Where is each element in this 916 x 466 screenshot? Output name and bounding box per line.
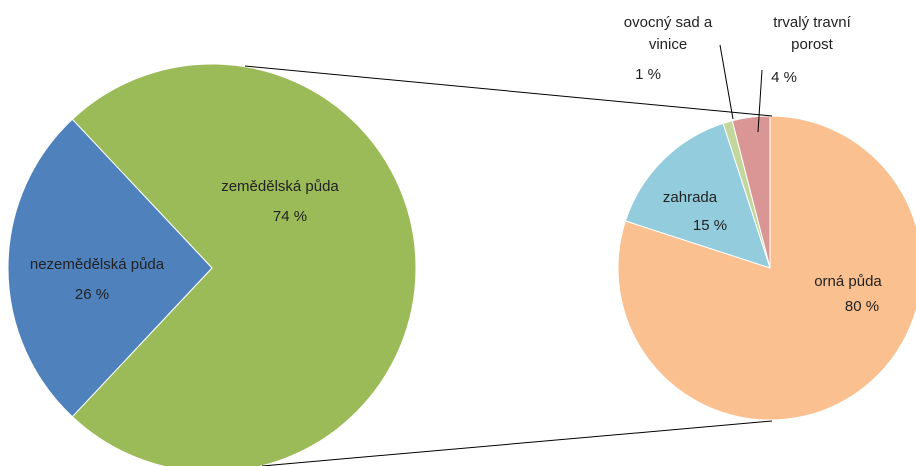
leader-line — [757, 69, 763, 133]
pie-slice — [7, 118, 213, 418]
pie-slice — [71, 63, 417, 466]
value-label: 26 % — [74, 286, 110, 303]
pie-slice — [617, 115, 916, 421]
slice-label: nezemědělská půda — [29, 256, 165, 273]
value-label: 1 % — [635, 66, 661, 83]
slice-label: zahrada — [662, 189, 718, 206]
value-label: 4 % — [771, 69, 797, 86]
slice-label: orná půda — [814, 273, 882, 290]
value-label: 74 % — [272, 208, 308, 225]
connector-line — [261, 420, 773, 466]
connector-line — [244, 65, 773, 117]
leader-line — [719, 44, 734, 120]
pie-slice — [624, 122, 771, 269]
slice-label: trvalý travní porost — [773, 14, 851, 53]
value-label: 15 % — [692, 217, 728, 234]
slice-label: ovocný sad a vinice — [623, 14, 713, 53]
value-label: 80 % — [844, 298, 880, 315]
slice-label: zemědělská půda — [221, 178, 339, 195]
